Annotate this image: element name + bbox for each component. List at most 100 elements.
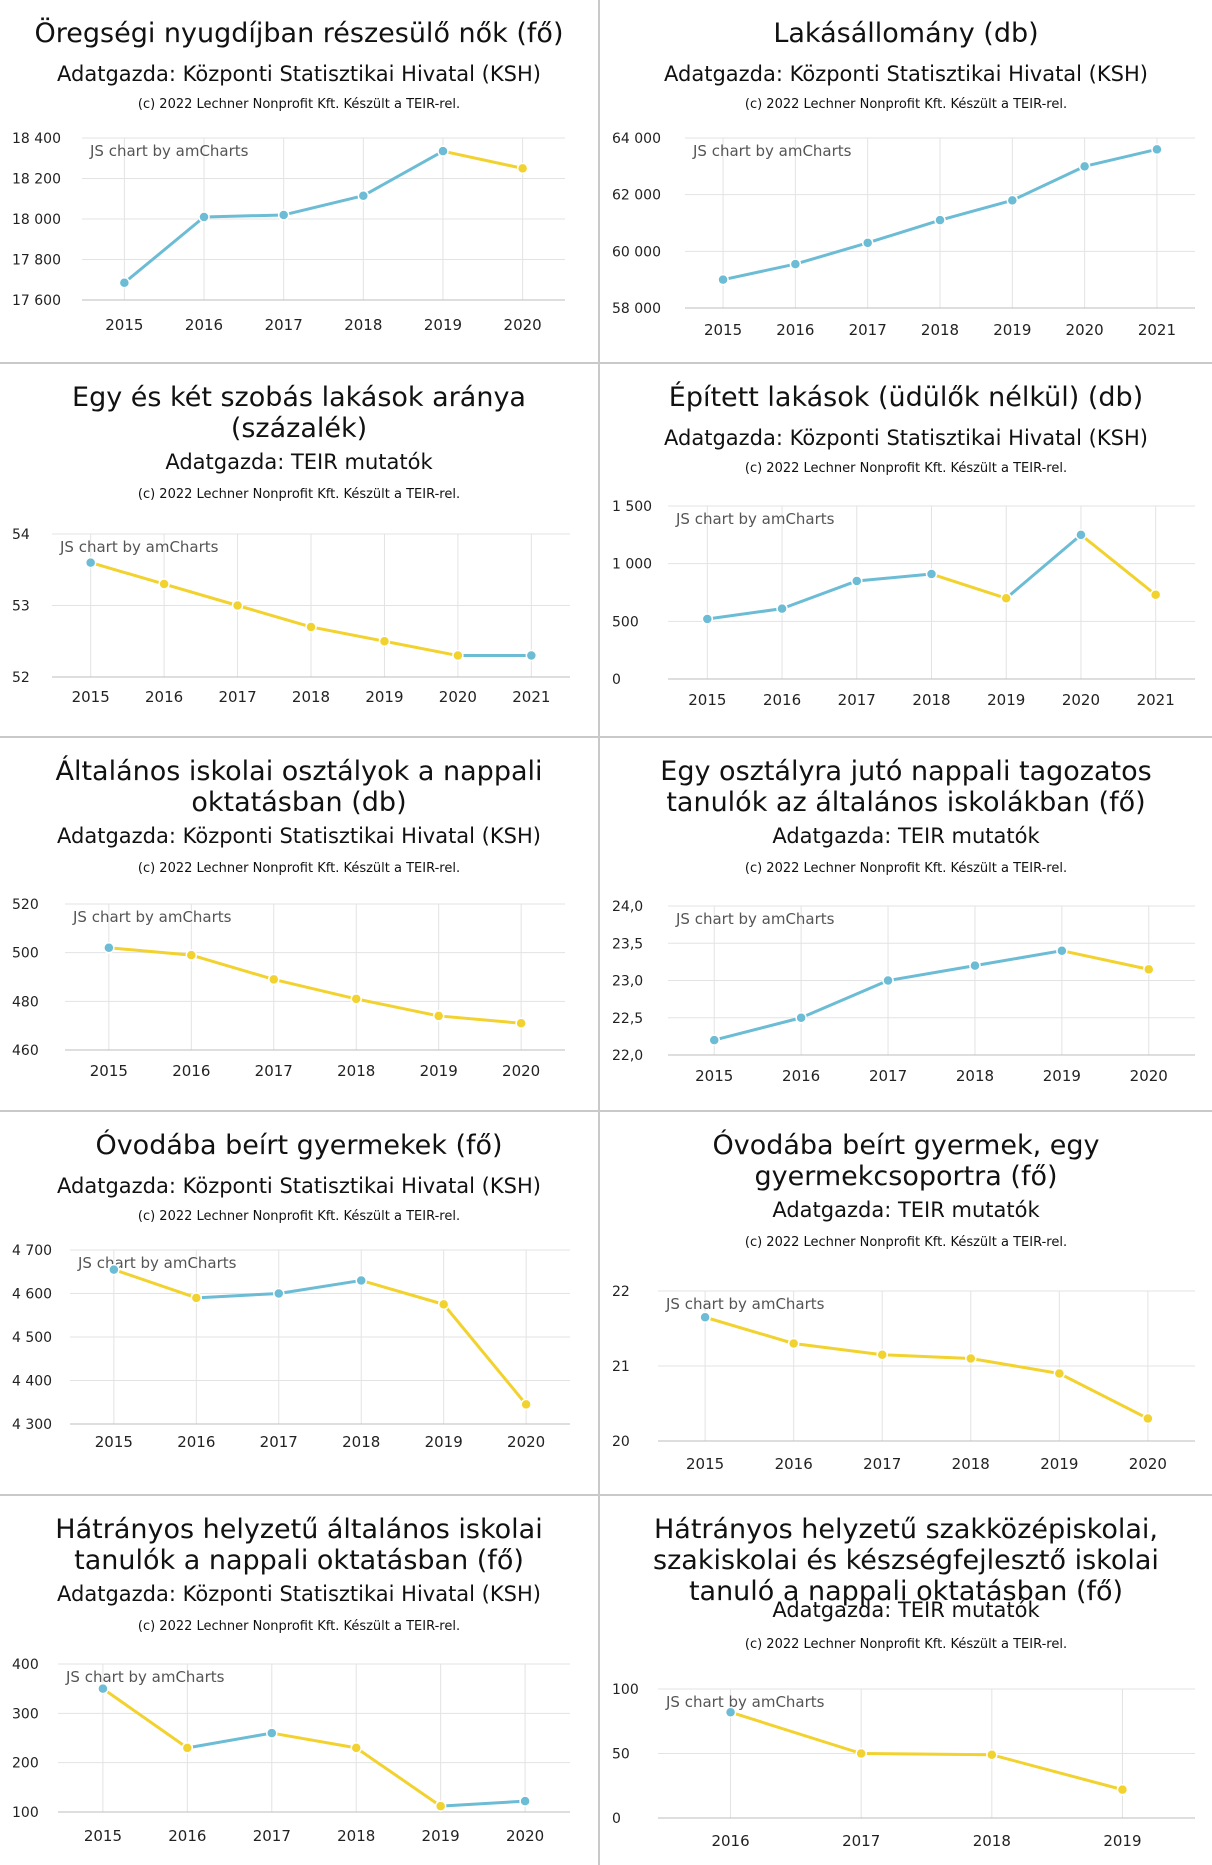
data-point[interactable]: [861, 237, 874, 249]
line-chart: 4 300 4 400 4 500 4 600 4 700 2015 2016 2017 201…: [12, 1243, 570, 1451]
data-point[interactable]: [708, 1034, 720, 1046]
data-point[interactable]: [1078, 160, 1091, 173]
series-segment: [855, 572, 933, 583]
data-point[interactable]: [1075, 529, 1087, 541]
series-segment: [437, 1014, 523, 1025]
series-segment: [866, 218, 942, 245]
data-point[interactable]: [158, 578, 170, 590]
chart-title: Egy osztályra jutó nappali tagozatos tan…: [660, 756, 1152, 818]
data-point[interactable]: [1143, 963, 1155, 976]
data-point[interactable]: [437, 145, 449, 157]
amcharts-watermark: JS chart by amCharts: [692, 142, 852, 160]
data-point[interactable]: [969, 959, 981, 972]
data-point[interactable]: [876, 1349, 888, 1361]
data-point[interactable]: [350, 993, 362, 1005]
data-point[interactable]: [355, 1274, 367, 1287]
data-point[interactable]: [357, 189, 370, 202]
data-point[interactable]: [273, 1287, 285, 1300]
data-point[interactable]: [1000, 592, 1012, 605]
data-point[interactable]: [97, 1682, 109, 1695]
data-point[interactable]: [103, 942, 115, 954]
data-point[interactable]: [198, 211, 210, 223]
chart-credit: (c) 2022 Lechner Nonprofit Kft. Készült …: [744, 1235, 1068, 1250]
data-point[interactable]: [452, 649, 464, 662]
data-point[interactable]: [701, 613, 714, 625]
data-point[interactable]: [520, 1398, 532, 1411]
data-point[interactable]: [717, 273, 729, 286]
series-segment: [185, 1731, 274, 1750]
data-point[interactable]: [378, 635, 391, 647]
data-point[interactable]: [789, 258, 802, 270]
data-point[interactable]: [519, 1795, 531, 1807]
y-tick-label: 1 000: [612, 557, 652, 573]
series-segment: [112, 1268, 198, 1300]
data-point[interactable]: [231, 599, 244, 612]
x-tick-label: 2018: [337, 1062, 375, 1080]
data-point[interactable]: [986, 1749, 998, 1761]
data-point[interactable]: [1149, 589, 1162, 601]
y-tick-label: 24,0: [612, 899, 643, 915]
data-point[interactable]: [1006, 194, 1019, 207]
data-point[interactable]: [108, 1263, 120, 1276]
y-tick-label: 22,5: [612, 1011, 643, 1027]
data-point[interactable]: [432, 1010, 445, 1022]
series-segment: [969, 1357, 1061, 1375]
amcharts-watermark: JS chart by amCharts: [665, 1295, 825, 1313]
data-point[interactable]: [795, 1012, 807, 1024]
x-tick-label: 2017: [869, 1067, 907, 1085]
line-chart: 52 53 54 2015 2016 2017 2018 2019 2020 2021 JS cha…: [12, 527, 570, 706]
data-point[interactable]: [934, 214, 946, 226]
data-point[interactable]: [925, 568, 938, 580]
line-chart: 20 21 22 2015 2016 2017 2018 2019 2020 JS chart b…: [612, 1284, 1195, 1473]
data-point[interactable]: [84, 556, 97, 569]
data-point[interactable]: [277, 209, 290, 221]
data-point[interactable]: [965, 1352, 977, 1365]
data-point[interactable]: [1056, 944, 1068, 957]
chart-title: Óvodába beírt gyermekek (fő): [95, 1130, 503, 1161]
chart-panel: Óvodába beírt gyermek, egy gyermekcsopor…: [600, 1112, 1212, 1494]
x-tick-label: 2020: [507, 1433, 545, 1451]
data-point[interactable]: [118, 277, 131, 289]
data-point[interactable]: [181, 1742, 194, 1754]
data-point[interactable]: [525, 649, 538, 662]
series-segment: [272, 977, 358, 1001]
series-segment: [101, 1687, 189, 1750]
data-point[interactable]: [515, 1017, 527, 1029]
chart-source: Adatgazda: TEIR mutatók: [772, 1198, 1040, 1222]
data-point[interactable]: [1142, 1412, 1154, 1425]
data-point[interactable]: [787, 1337, 800, 1350]
data-point[interactable]: [1053, 1367, 1066, 1380]
data-point[interactable]: [190, 1292, 203, 1304]
y-tick-label: 100: [612, 1682, 639, 1698]
data-point[interactable]: [268, 973, 280, 986]
x-tick-label: 2017: [218, 688, 256, 706]
data-point[interactable]: [724, 1706, 737, 1718]
series-segment: [703, 1315, 796, 1345]
y-tick-label: 500: [612, 614, 639, 630]
y-tick-label: 400: [12, 1657, 39, 1673]
data-point[interactable]: [851, 575, 863, 587]
chart-panel: Óvodába beírt gyermekek (fő) Adatgazda: K…: [0, 1112, 598, 1494]
x-tick-label: 2016: [775, 1455, 813, 1473]
data-point[interactable]: [776, 602, 788, 615]
data-point[interactable]: [350, 1742, 362, 1754]
data-point[interactable]: [516, 162, 529, 175]
data-point[interactable]: [699, 1311, 711, 1323]
y-tick-label: 64 000: [612, 131, 661, 147]
data-point[interactable]: [437, 1298, 450, 1311]
data-point[interactable]: [1151, 143, 1163, 156]
series-segment: [1083, 147, 1159, 168]
y-tick-label: 20: [612, 1434, 630, 1450]
data-point[interactable]: [434, 1800, 447, 1812]
data-point[interactable]: [266, 1727, 278, 1739]
chart-panel: Egy osztályra jutó nappali tagozatos tan…: [600, 738, 1212, 1110]
data-point[interactable]: [185, 949, 198, 961]
data-point[interactable]: [882, 974, 894, 987]
series-segment: [1060, 949, 1151, 971]
chart-credit: (c) 2022 Lechner Nonprofit Kft. Készült …: [744, 97, 1068, 112]
series-segment: [1004, 533, 1083, 600]
data-point[interactable]: [1116, 1783, 1129, 1796]
data-point[interactable]: [305, 621, 317, 633]
data-point[interactable]: [855, 1747, 867, 1760]
chart-source: Adatgazda: Központi Statisztikai Hivatal…: [664, 62, 1148, 86]
